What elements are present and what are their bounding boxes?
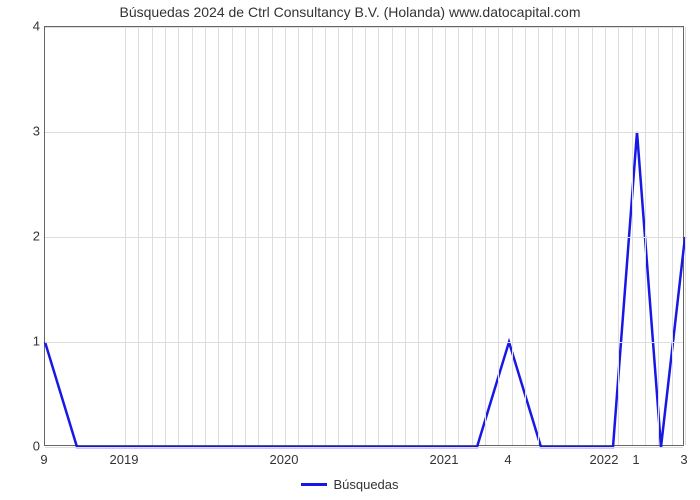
grid-line-h bbox=[45, 237, 683, 238]
grid-line-h bbox=[45, 132, 683, 133]
grid-line-v bbox=[512, 27, 513, 445]
peak-label: 1 bbox=[632, 452, 639, 467]
grid-line-v bbox=[325, 27, 326, 445]
grid-line-v bbox=[432, 27, 433, 445]
grid-line-v bbox=[552, 27, 553, 445]
grid-line-v bbox=[645, 27, 646, 445]
grid-line-v bbox=[672, 27, 673, 445]
grid-line-v bbox=[138, 27, 139, 445]
grid-line-v bbox=[525, 27, 526, 445]
grid-line-v bbox=[312, 27, 313, 445]
grid-line-v bbox=[685, 27, 686, 445]
grid-line-v bbox=[418, 27, 419, 445]
grid-line-v bbox=[605, 27, 606, 445]
grid-line-v bbox=[498, 27, 499, 445]
legend-swatch bbox=[301, 483, 327, 486]
legend-label: Búsquedas bbox=[333, 477, 398, 492]
grid-line-v bbox=[218, 27, 219, 445]
y-tick-label: 2 bbox=[12, 229, 40, 244]
grid-line-h bbox=[45, 27, 683, 28]
grid-line-v bbox=[152, 27, 153, 445]
grid-line-v bbox=[285, 27, 286, 445]
grid-line-v bbox=[485, 27, 486, 445]
plot-area bbox=[44, 26, 684, 446]
grid-line-v bbox=[125, 27, 126, 445]
y-tick-label: 4 bbox=[12, 19, 40, 34]
x-tick-label: 2022 bbox=[590, 452, 619, 467]
grid-line-v bbox=[445, 27, 446, 445]
x-tick-label: 2019 bbox=[110, 452, 139, 467]
grid-line-v bbox=[458, 27, 459, 445]
y-tick-label: 1 bbox=[12, 334, 40, 349]
grid-line-v bbox=[472, 27, 473, 445]
grid-line-v bbox=[338, 27, 339, 445]
grid-line-v bbox=[272, 27, 273, 445]
grid-line-v bbox=[245, 27, 246, 445]
grid-line-v bbox=[232, 27, 233, 445]
grid-line-v bbox=[618, 27, 619, 445]
chart-container: Búsquedas 2024 de Ctrl Consultancy B.V. … bbox=[0, 0, 700, 500]
chart-title: Búsquedas 2024 de Ctrl Consultancy B.V. … bbox=[0, 4, 700, 20]
grid-line-v bbox=[392, 27, 393, 445]
grid-line-v bbox=[298, 27, 299, 445]
grid-line-v bbox=[565, 27, 566, 445]
grid-line-v bbox=[538, 27, 539, 445]
y-tick-label: 3 bbox=[12, 124, 40, 139]
grid-line-v bbox=[192, 27, 193, 445]
y-tick-label: 0 bbox=[12, 439, 40, 454]
grid-line-v bbox=[365, 27, 366, 445]
grid-line-v bbox=[592, 27, 593, 445]
grid-line-v bbox=[258, 27, 259, 445]
peak-label: 4 bbox=[504, 452, 511, 467]
peak-label: 3 bbox=[680, 452, 687, 467]
peak-label: 9 bbox=[40, 452, 47, 467]
grid-line-v bbox=[205, 27, 206, 445]
x-tick-label: 2021 bbox=[430, 452, 459, 467]
x-tick-label: 2020 bbox=[270, 452, 299, 467]
grid-line-v bbox=[658, 27, 659, 445]
grid-line-v bbox=[578, 27, 579, 445]
grid-line-h bbox=[45, 342, 683, 343]
grid-line-v bbox=[632, 27, 633, 445]
grid-line-v bbox=[178, 27, 179, 445]
legend: Búsquedas bbox=[0, 476, 700, 492]
grid-line-v bbox=[378, 27, 379, 445]
grid-line-v bbox=[405, 27, 406, 445]
grid-line-v bbox=[165, 27, 166, 445]
grid-line-h bbox=[45, 447, 683, 448]
grid-line-v bbox=[352, 27, 353, 445]
